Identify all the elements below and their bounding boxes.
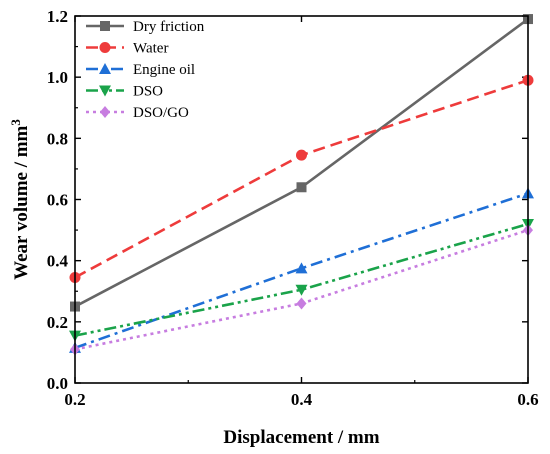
series-dso [69, 218, 534, 342]
data-point-engine-oil [295, 262, 308, 274]
legend-label-dso-go: DSO/GO [133, 105, 189, 121]
x-axis-label: Displacement / mm [223, 427, 379, 448]
y-tick-label: 1.2 [47, 7, 68, 26]
y-axis-label: Wear volume / mm3 [8, 119, 32, 280]
legend-label-dry-friction: Dry friction [133, 19, 205, 35]
legend-marker-dso-go [100, 106, 110, 118]
y-axis-label-text: Wear volume / mm [11, 125, 32, 279]
x-tick-label: 0.4 [291, 390, 313, 409]
y-axis-label-superscript: 3 [8, 119, 23, 126]
legend-marker-engine-oil [99, 63, 111, 74]
data-point-water [296, 149, 307, 161]
y-tick-label: 0.2 [47, 313, 68, 332]
y-tick-label: 0.6 [47, 191, 68, 210]
series-line-dso [74, 222, 529, 337]
y-tick-label: 0.0 [47, 374, 68, 393]
data-point-dso-go [296, 297, 307, 310]
legend-marker-water [99, 42, 111, 53]
legend-item-engine-oil: Engine oil [86, 62, 195, 78]
legend-item-dry-friction: Dry friction [86, 19, 205, 35]
data-point-dry-friction [296, 182, 307, 193]
y-tick-label: 1.0 [47, 68, 68, 87]
series-engine-oil [69, 187, 534, 353]
data-point-dso [295, 284, 308, 296]
legend: Dry friction Water Engine oil DSO DSO/GO [86, 19, 205, 121]
plot-frame [74, 15, 529, 384]
x-tick-label: 0.6 [517, 390, 538, 409]
x-tick-label: 0.2 [64, 390, 85, 409]
legend-label-engine-oil: Engine oil [133, 62, 195, 78]
y-tick-label: 0.4 [47, 252, 69, 271]
y-tick-label: 0.8 [47, 129, 68, 148]
plot-series [69, 14, 534, 356]
legend-item-dso: DSO [86, 84, 163, 100]
legend-label-dso: DSO [133, 84, 163, 100]
legend-item-water: Water [86, 41, 168, 57]
legend-label-water: Water [133, 41, 168, 57]
legend-item-dso-go: DSO/GO [86, 105, 189, 121]
legend-marker-dso [99, 85, 111, 97]
legend-marker-dry-friction [100, 21, 110, 31]
